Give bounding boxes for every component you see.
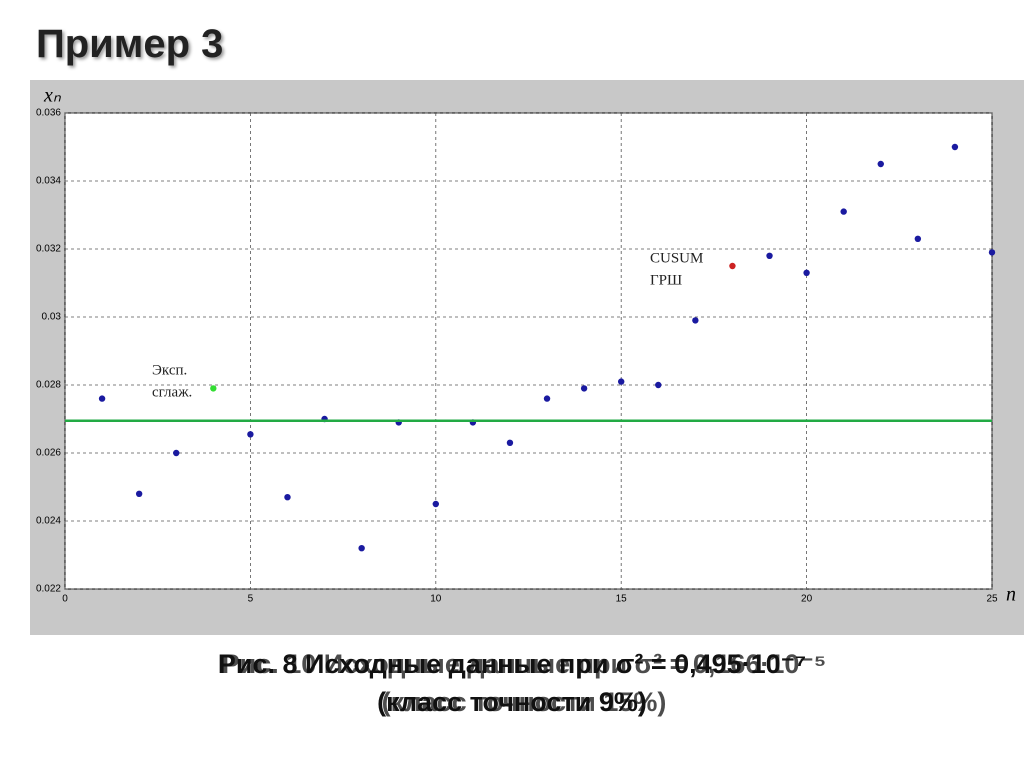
y-tick-label: 0.034 — [36, 176, 61, 187]
y-axis-label: xₙ — [43, 85, 62, 107]
point — [951, 143, 959, 151]
point — [135, 490, 143, 497]
caption-line: Рис. 10 Исходные данные при σ² = 0,166·1… — [221, 649, 827, 679]
y-tick-label: 0.022 — [36, 584, 61, 595]
point — [803, 269, 810, 276]
x-tick-label: 10 — [430, 594, 442, 605]
chart: 0.022 0.024 0.026 0.028 0.03 0.032 0.034 0.036 0… — [30, 80, 1024, 635]
y-tick-label: 0.036 — [36, 108, 61, 119]
y-tick-label: 0.026 — [36, 448, 61, 459]
x-tick-label: 0 — [62, 594, 68, 605]
point — [247, 431, 254, 438]
point — [173, 449, 180, 457]
annotation: CUSUM — [650, 250, 703, 266]
point — [729, 262, 736, 270]
x-tick-label: 5 — [248, 594, 254, 605]
y-tick-label: 0.024 — [36, 516, 61, 527]
point — [618, 378, 625, 385]
y-tick-label: 0.028 — [36, 380, 61, 391]
y-tick-label: 0.03 — [42, 312, 62, 323]
plot-area — [64, 112, 993, 590]
annotation: Эксп. — [152, 362, 187, 378]
point — [210, 385, 217, 392]
slide-title: Пример 3 — [36, 22, 224, 66]
x-tick-label: 15 — [616, 594, 628, 605]
point — [98, 395, 106, 402]
point — [284, 494, 291, 501]
point — [580, 385, 588, 392]
caption-line: Рис. 8 Исходные данные при σ² = 0,495·10… — [217, 649, 807, 679]
point — [543, 395, 551, 402]
x-tick-label: 25 — [986, 594, 998, 605]
caption: Рис. 8 Исходные данные при σ² = 0,495·10… — [0, 645, 1024, 721]
caption-line: (класс точности 9%) — [377, 687, 647, 717]
caption-line: (класс точности 15%) — [381, 687, 667, 717]
annotation: ГРШ — [650, 272, 682, 288]
point — [914, 235, 922, 242]
x-tick-label: 20 — [801, 594, 813, 605]
point — [840, 208, 847, 215]
point — [692, 317, 699, 324]
annotation: сглаж. — [152, 384, 192, 400]
point — [506, 439, 514, 446]
point — [358, 545, 365, 552]
y-tick-label: 0.032 — [36, 244, 61, 255]
point — [988, 249, 996, 256]
point — [655, 381, 662, 389]
point — [432, 500, 439, 508]
point — [766, 252, 773, 259]
point — [877, 160, 884, 168]
x-axis-label: n — [1006, 584, 1016, 606]
caption: Рис. 10 Исходные данные при σ² = 0,166·1… — [12, 645, 1024, 721]
